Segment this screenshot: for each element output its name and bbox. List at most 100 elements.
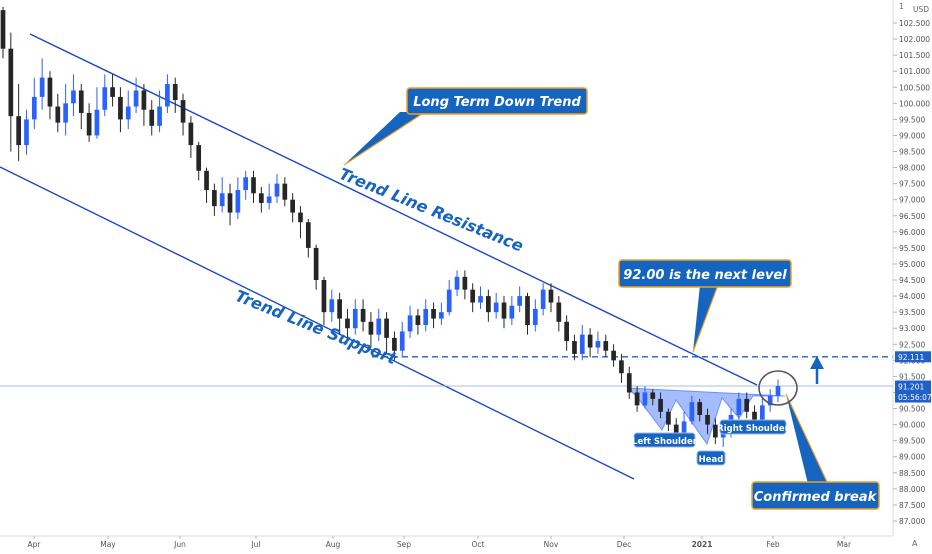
y-tick-label: 97.000 <box>899 196 925 205</box>
candle <box>775 379 781 403</box>
x-tick-label: Jul <box>250 540 260 549</box>
candle-body <box>118 96 123 120</box>
time-axis[interactable]: Apr May Jun Jul Aug Sep Oct Nov Dec 2021 Feb Mar A <box>0 535 932 550</box>
callout-confirmed-break-text: Confirmed break <box>754 490 878 505</box>
trendline-support[interactable] <box>0 166 635 480</box>
candle-body <box>0 10 6 49</box>
price-axis[interactable]: USD 1 87.000 87.500 88.000 88.500 89.000 89.5… <box>892 0 932 550</box>
candle <box>118 87 123 133</box>
y-tick-label: 90.000 <box>899 421 925 430</box>
candle <box>243 170 249 200</box>
candle-body <box>47 77 53 107</box>
candle <box>392 331 397 361</box>
candle-body <box>102 87 108 110</box>
candle-body <box>517 296 523 306</box>
candle-body <box>196 145 202 171</box>
candle-body <box>611 350 616 361</box>
candle <box>650 389 656 406</box>
candle <box>55 93 61 133</box>
candle <box>689 395 695 425</box>
candle <box>486 289 491 322</box>
candle <box>94 87 100 139</box>
candle <box>525 292 530 335</box>
candle-body <box>39 77 45 97</box>
y-tick-label: 91.500 <box>899 372 925 381</box>
candle <box>337 292 342 335</box>
candle-body <box>86 112 92 136</box>
y-tick-label: 95.500 <box>899 244 925 253</box>
candle-body <box>478 296 483 303</box>
candle-body <box>486 296 491 313</box>
y-tick-label: 93.500 <box>899 308 925 317</box>
candle <box>642 386 648 409</box>
candle <box>532 299 538 332</box>
y-tick-label: 101.500 <box>899 51 930 60</box>
candle <box>462 270 468 300</box>
y-tick-label: 101.000 <box>899 67 930 76</box>
candle-body <box>454 276 460 290</box>
candle <box>509 296 515 326</box>
candle <box>697 398 703 422</box>
y-tick-label: 99.000 <box>899 131 925 140</box>
candle-body <box>31 96 37 120</box>
pattern-label-right-shoulder: Right Shoulder <box>717 419 790 435</box>
svg-text:Right Shoulder: Right Shoulder <box>717 424 789 434</box>
y-tick-label: 96.000 <box>899 228 925 237</box>
candle-body <box>219 193 225 207</box>
y-tick-label: 88.500 <box>899 469 925 478</box>
candle-body <box>258 193 264 203</box>
candle <box>141 84 147 126</box>
candle-body <box>282 183 288 200</box>
candle <box>8 32 14 152</box>
candle-body <box>423 308 429 326</box>
candle <box>619 353 624 383</box>
candle-body <box>180 100 186 123</box>
x-tick-label: 2021 <box>692 540 713 549</box>
y-tick-label: 98.500 <box>899 148 925 157</box>
trendline-resistance[interactable] <box>29 33 758 386</box>
candle <box>446 280 452 316</box>
y-tick-label: 89.000 <box>899 453 925 462</box>
candle <box>595 331 601 354</box>
candle-body <box>744 398 750 412</box>
candle-body <box>642 392 648 406</box>
y-tick-label: 99.500 <box>899 115 925 124</box>
svg-text:Head: Head <box>699 455 724 465</box>
candle-body <box>619 360 624 374</box>
candle-body <box>564 321 569 342</box>
y-tick-label: 88.000 <box>899 485 925 494</box>
y-tick-label: 96.500 <box>899 212 925 221</box>
candle <box>180 93 186 136</box>
candle <box>439 302 444 326</box>
candle <box>454 270 460 297</box>
candle-body <box>493 302 499 313</box>
candle-body <box>767 395 773 406</box>
candle <box>313 244 319 290</box>
candle <box>149 100 155 136</box>
candle <box>352 299 358 335</box>
candle-body <box>548 289 554 303</box>
candle <box>86 103 92 142</box>
candle <box>548 283 554 313</box>
y-tick-label: 93.000 <box>899 324 925 333</box>
candle-body <box>251 177 256 194</box>
candle-body <box>78 90 84 113</box>
candle <box>24 109 29 155</box>
candle <box>626 366 632 399</box>
candle <box>736 392 742 422</box>
candle <box>384 312 389 354</box>
candle-body <box>243 177 249 191</box>
candle <box>274 174 280 203</box>
candle-body <box>266 196 272 203</box>
candle-body <box>439 312 444 319</box>
candle-body <box>133 90 139 107</box>
candle-body <box>321 280 327 313</box>
candle <box>227 183 233 226</box>
y-tick-label: 102.000 <box>899 35 930 44</box>
callout-next-level: 92.00 is the next level <box>618 259 792 353</box>
candle <box>16 84 22 162</box>
candle <box>517 286 523 313</box>
y-tick-label: 87.000 <box>899 517 925 526</box>
y-tick-label: 100.000 <box>899 99 930 108</box>
